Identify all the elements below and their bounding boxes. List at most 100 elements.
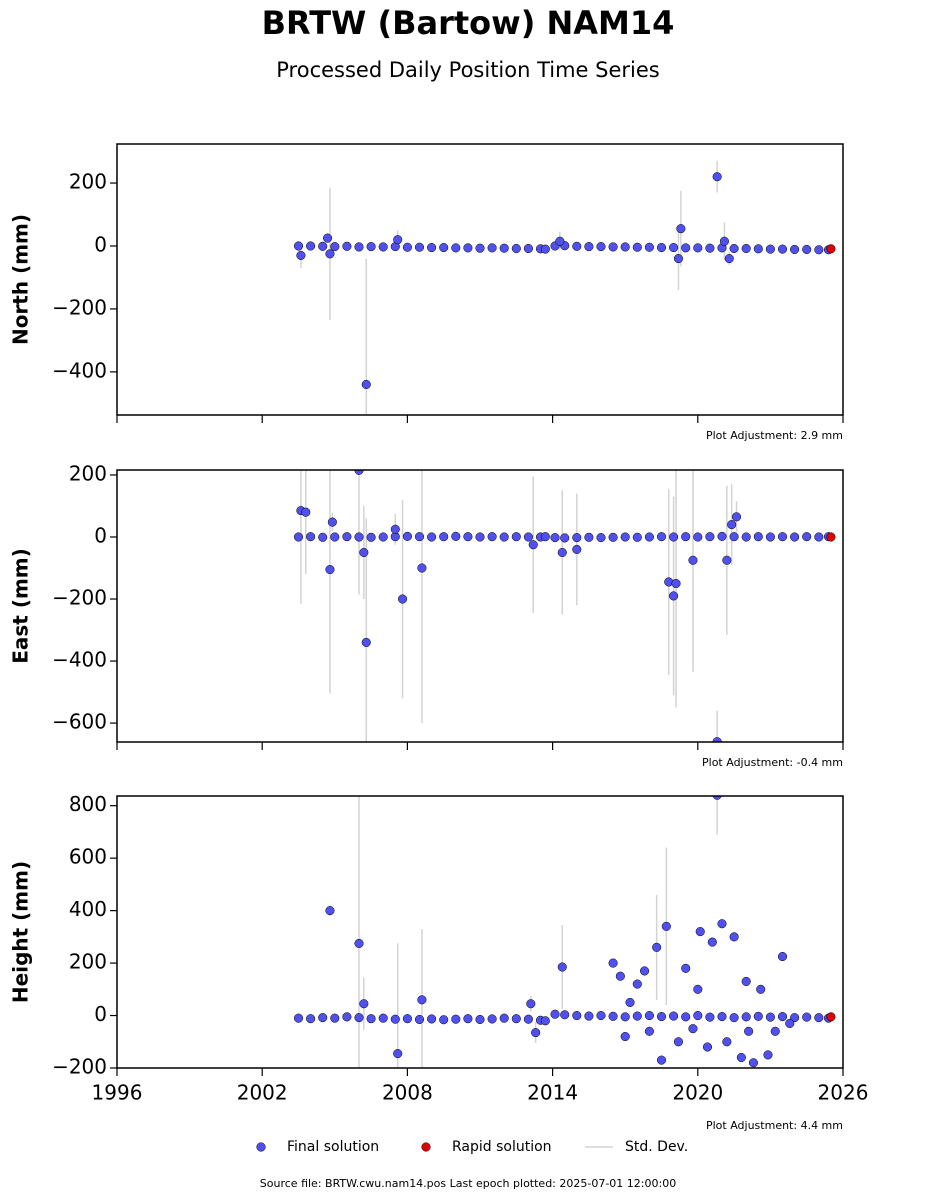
data-point [306,241,316,251]
data-point [511,1014,521,1024]
data-point [695,927,705,937]
data-point [608,532,618,542]
data-point [378,242,388,252]
data-point [451,531,461,541]
data-point [802,532,812,542]
data-point [511,243,521,254]
data-point [814,532,824,542]
data-point [681,1012,691,1022]
data-point [366,532,376,542]
data-point [427,243,437,253]
data-point [785,1018,795,1028]
data-point [330,532,340,542]
data-point [729,932,739,942]
data-point [557,962,567,972]
data-point [366,1014,376,1024]
data-point [644,1026,654,1036]
x-tick-label: 2020 [672,1081,723,1105]
data-point [475,1014,485,1025]
plot-area [293,796,836,1068]
data-point [753,244,763,254]
y-tick-label: 600 [69,845,107,869]
data-point [427,1014,437,1024]
data-point [414,532,425,542]
data-point [790,532,800,542]
data-point [724,254,734,264]
data-point [557,547,567,558]
data-point [826,1012,836,1022]
legend-marker [421,1142,431,1152]
data-point [572,533,582,543]
data-point [705,1012,715,1022]
x-tick-label: 2008 [382,1081,433,1105]
data-point [463,243,473,253]
data-point [487,1014,497,1024]
data-point [741,1012,751,1022]
y-tick-label: 200 [69,170,107,194]
y-tick-label: 200 [69,950,107,974]
footer: Source file: BRTW.cwu.nam14.pos Last epo… [260,1177,676,1190]
data-point [790,244,800,254]
legend-label: Std. Dev. [625,1139,688,1155]
data-point [741,532,751,542]
plot-area [293,470,836,742]
legend-marker [256,1142,266,1152]
data-point [528,540,538,550]
data-point [584,1011,594,1021]
x-tick-label: 2014 [527,1081,578,1105]
data-point [652,942,662,952]
data-point [550,533,560,543]
data-point [669,243,679,253]
data-point [608,958,618,968]
title: BRTW (Bartow) NAM14 [262,4,675,42]
data-point [414,1014,425,1025]
data-point [354,1013,364,1023]
data-point [644,1010,654,1021]
data-point [596,533,606,543]
data-point [354,938,364,948]
data-point [693,532,703,542]
plot-adjustment: Plot Adjustment: 2.9 mm [706,429,843,442]
data-point [499,532,509,542]
data-point [705,532,715,542]
data-point [359,547,369,558]
data-point [417,563,427,573]
y-tick-label: −400 [52,358,107,382]
data-point [325,249,335,259]
data-point [777,532,788,542]
data-point [417,995,427,1005]
data-point [318,241,328,251]
data-point [741,243,751,254]
data-point [693,984,703,994]
plot-area [293,160,836,415]
data-point [306,532,316,542]
data-point [293,1013,304,1023]
data-point [608,1011,618,1021]
data-point [330,1013,340,1023]
data-point [361,637,371,647]
data-point [596,242,606,252]
data-point [354,532,364,542]
data-point [744,1026,754,1036]
data-point [717,919,727,929]
data-point [722,555,732,565]
data-point [753,532,763,542]
data-point [342,241,352,251]
data-point [550,1009,560,1019]
data-point [390,1014,400,1024]
data-point [463,532,473,542]
data-point [615,971,625,981]
data-point [671,578,681,589]
y-tick-label: −200 [52,295,107,319]
data-point [584,532,594,542]
data-point [523,243,533,254]
y-tick-label: 200 [69,461,107,485]
y-axis-label: Height (mm) [9,861,33,1003]
legend-label: Rapid solution [452,1139,552,1155]
data-point [361,379,371,390]
data-point [644,242,654,252]
data-point [526,999,536,1009]
data-point [293,241,304,251]
plot-adjustment: Plot Adjustment: -0.4 mm [702,756,843,769]
